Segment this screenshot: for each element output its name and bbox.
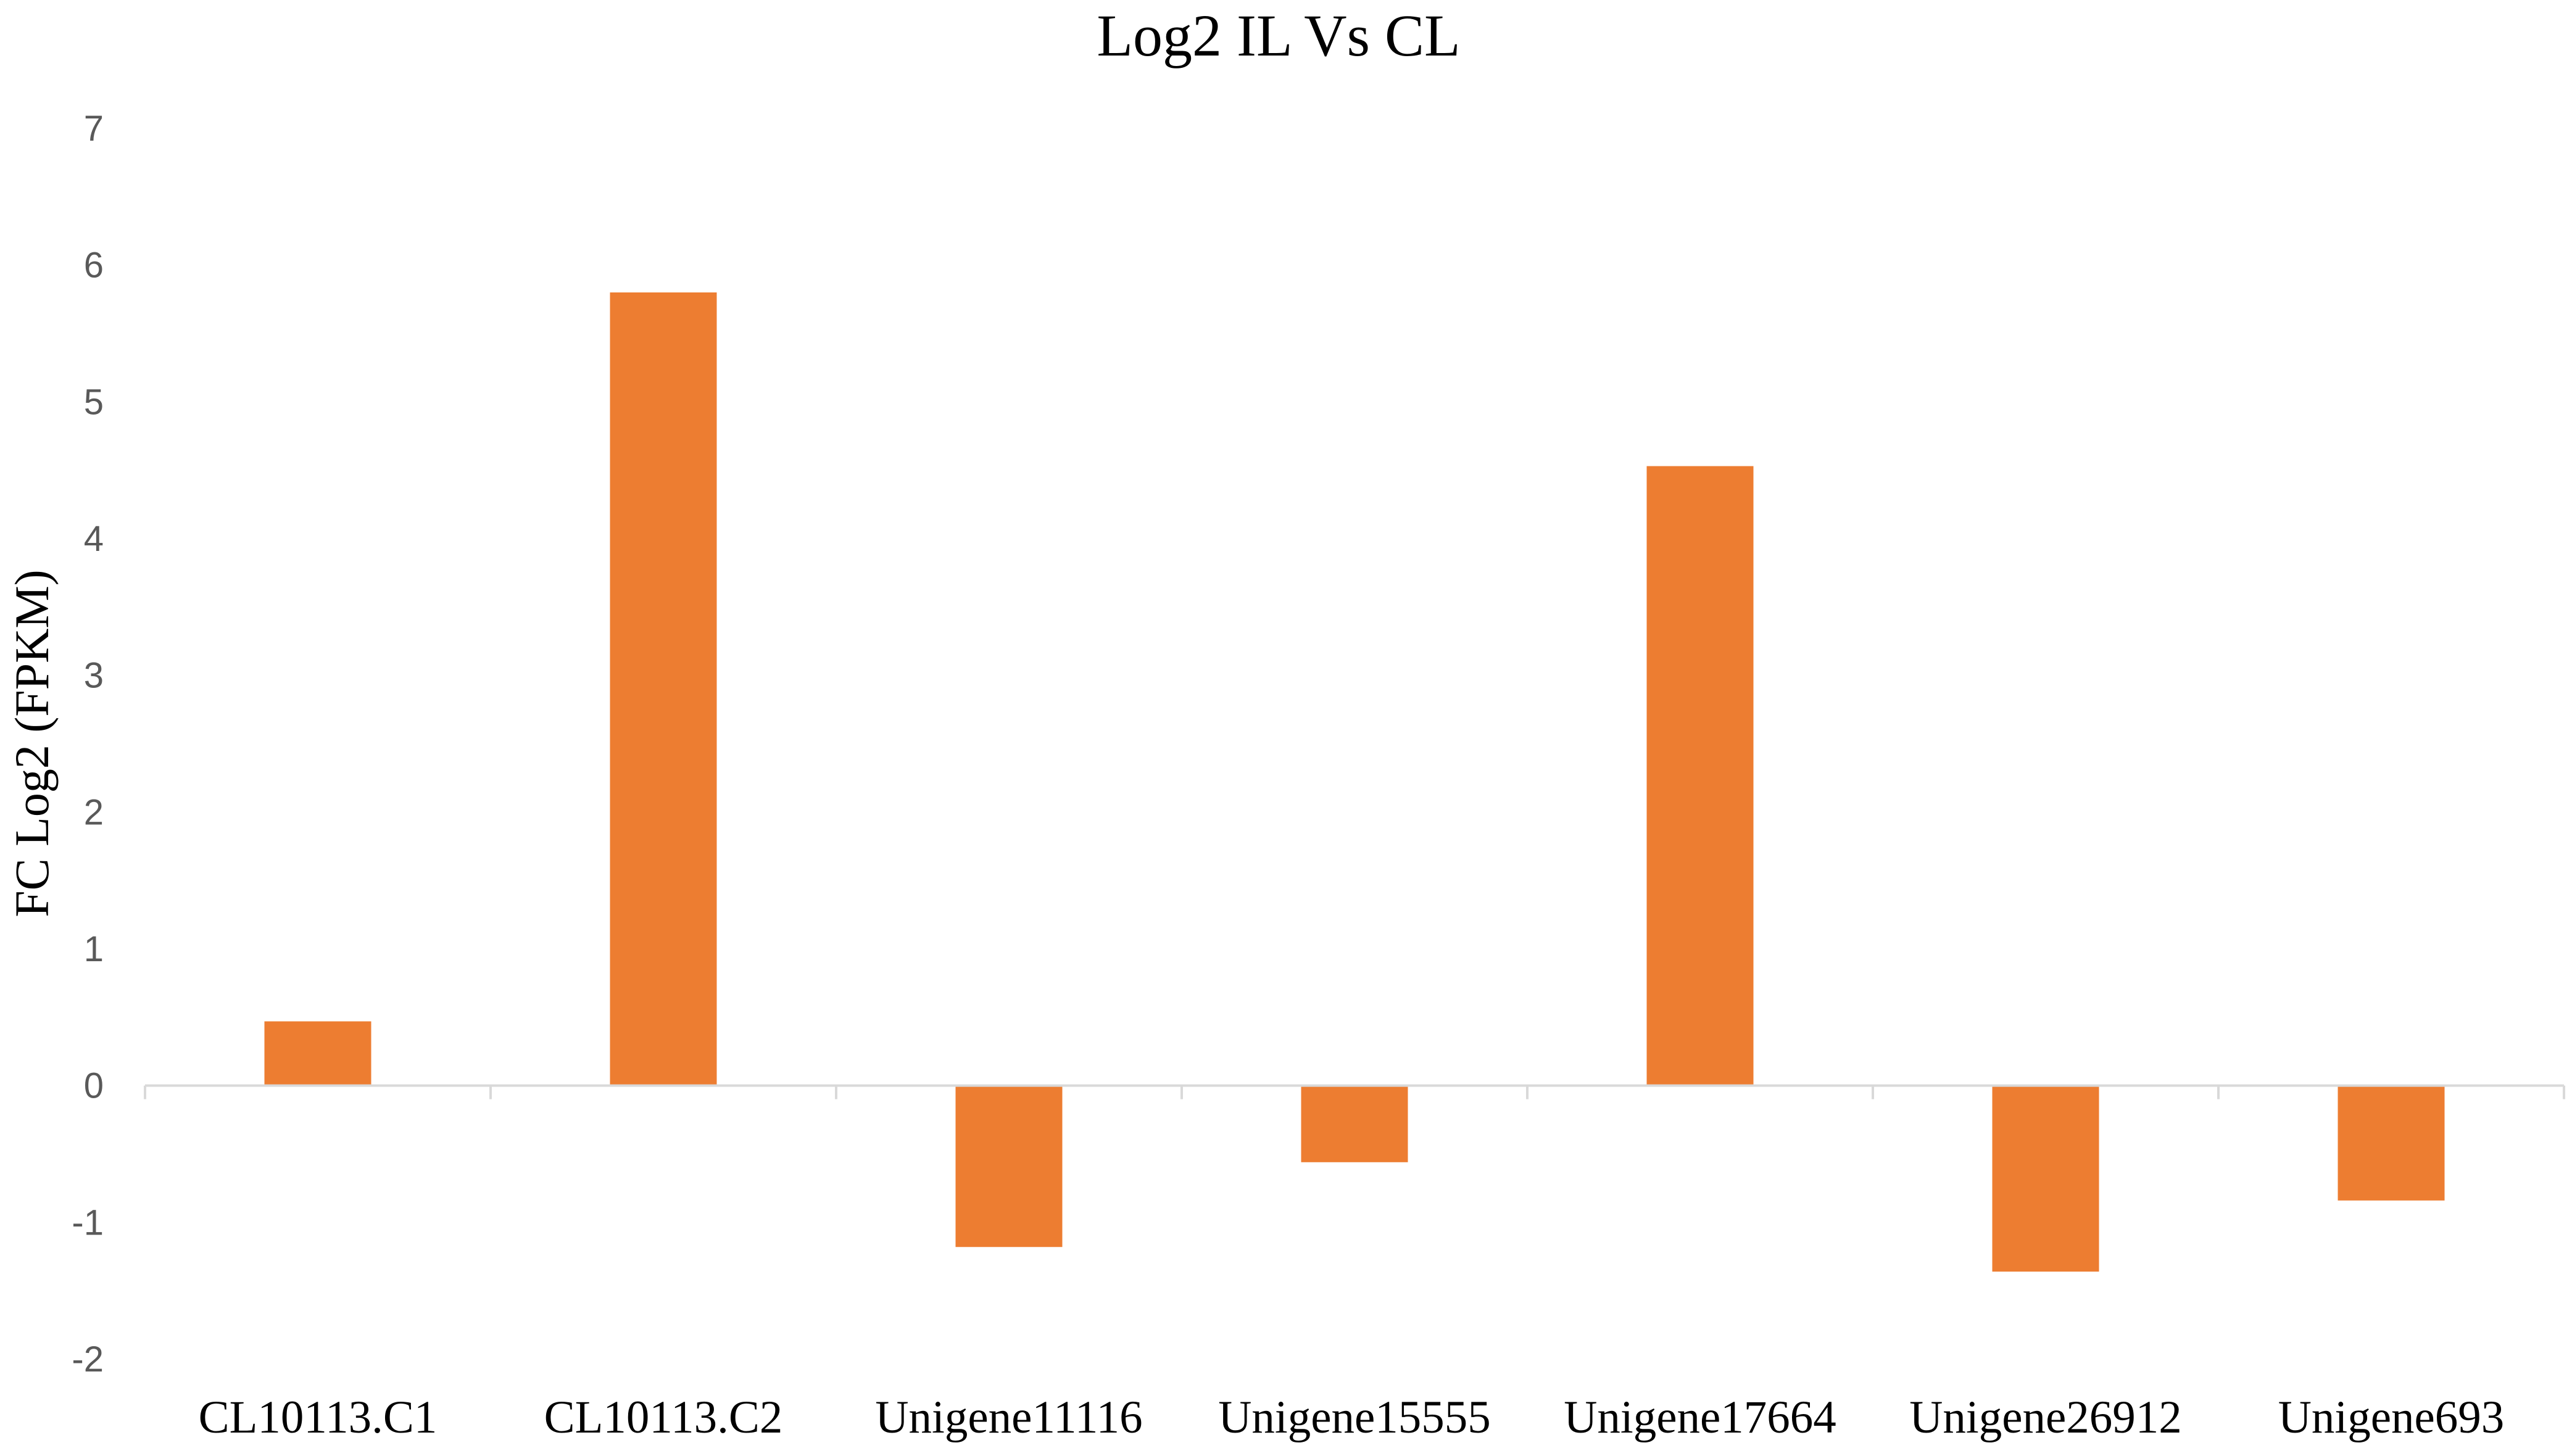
y-tick-label: -2 [72,1339,104,1379]
bars [264,292,2445,1272]
bar-unigene693 [2338,1085,2445,1201]
x-tick-label: Unigene15555 [1218,1392,1491,1443]
x-tick-label: Unigene26912 [1909,1392,2182,1443]
x-axis-ticks: CL10113.C1 CL10113.C2 Unigene11116 Unigene1… [199,1392,2505,1443]
y-tick-label: 1 [84,929,104,969]
x-tick-label: Unigene693 [2278,1392,2505,1443]
x-axis [144,1084,2565,1099]
bar-unigene15555 [1301,1085,1408,1162]
y-tick-label: 3 [84,656,104,696]
y-tick-label: 0 [84,1066,104,1106]
x-tick-label: CL10113.C1 [199,1392,438,1443]
bar-unigene17664 [1646,466,1754,1086]
bar-cl10113-c1 [264,1021,371,1086]
bar-unigene26912 [1992,1085,2099,1272]
y-tick-label: 6 [84,246,104,286]
y-tick-label: 7 [84,109,104,149]
y-tick-label: 2 [84,792,104,832]
x-tick-label: Unigene17664 [1564,1392,1836,1443]
y-tick-label: 4 [84,519,104,559]
y-tick-label: -1 [72,1202,104,1243]
y-axis-ticks: -2 -1 0 1 2 3 4 5 6 7 [72,109,104,1379]
x-tick-label: CL10113.C2 [544,1392,783,1443]
y-axis-label: FC Log2 (FPKM) [5,569,59,917]
x-tick-label: Unigene11116 [875,1392,1142,1443]
chart-title: Log2 IL Vs CL [1097,2,1460,68]
y-tick-label: 5 [84,382,104,422]
bar-unigene11116 [955,1085,1063,1247]
bar-cl10113-c2 [610,292,717,1086]
